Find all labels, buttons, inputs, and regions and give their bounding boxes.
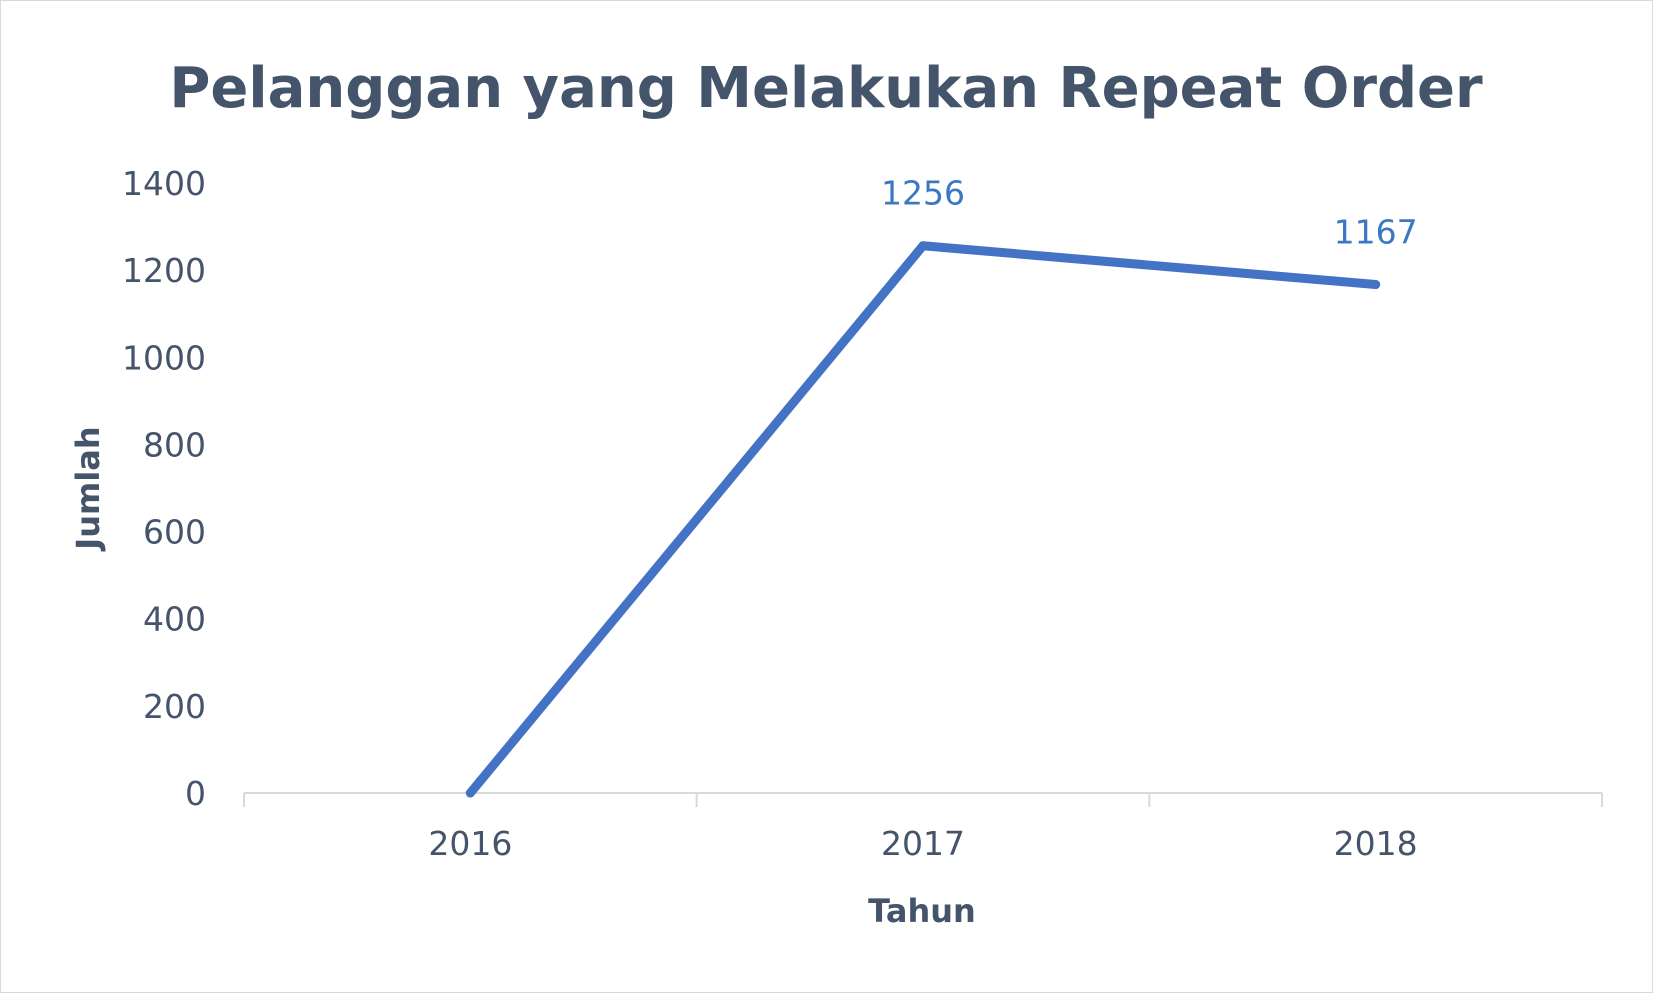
data-point: [1371, 280, 1381, 290]
y-axis-title: Jumlah: [69, 426, 107, 551]
y-tick-label: 400: [143, 600, 206, 639]
chart-title: Pelanggan yang Melakukan Repeat Order: [169, 56, 1483, 121]
y-tick-label: 200: [143, 687, 206, 726]
y-axis: 0 200 400 600 800 1000 1200 1400: [122, 164, 206, 813]
series-line: [465, 241, 1381, 798]
x-tick-labels: 2016 2017 2018: [428, 824, 1417, 863]
data-point: [918, 241, 928, 251]
y-tick-label: 1200: [122, 251, 206, 290]
data-point: [465, 788, 475, 798]
data-label: 1167: [1334, 213, 1418, 252]
data-label: 1256: [881, 174, 965, 213]
y-tick-label: 1000: [122, 338, 206, 377]
x-tick-label: 2016: [428, 824, 512, 863]
data-labels: 1256 1167: [881, 174, 1418, 252]
y-tick-label: 800: [143, 425, 206, 464]
y-tick-label: 0: [185, 774, 206, 813]
y-tick-label: 600: [143, 513, 206, 552]
series-group: [465, 241, 1381, 798]
x-axis: [243, 792, 1603, 807]
y-tick-label: 1400: [122, 164, 206, 203]
x-tick-label: 2018: [1334, 824, 1418, 863]
x-tick-label: 2017: [881, 824, 965, 863]
x-axis-title: Tahun: [868, 892, 976, 930]
